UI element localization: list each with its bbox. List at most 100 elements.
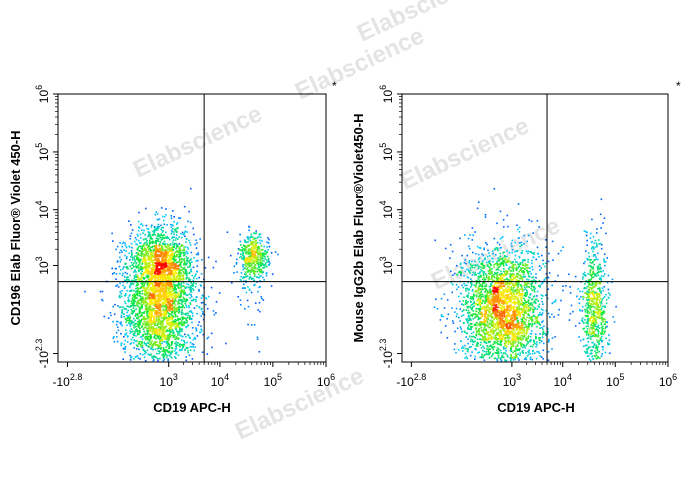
event-dot bbox=[189, 303, 192, 305]
event-dot bbox=[482, 267, 484, 269]
event-dot bbox=[178, 270, 181, 272]
event-dot bbox=[146, 337, 149, 339]
event-dot bbox=[154, 304, 156, 306]
event-dot bbox=[190, 290, 192, 293]
event-dot bbox=[153, 276, 156, 278]
event-dot bbox=[136, 344, 139, 347]
event-dot bbox=[530, 333, 533, 335]
event-dot bbox=[168, 247, 170, 250]
event-dot bbox=[198, 306, 201, 309]
event-dot bbox=[171, 323, 173, 326]
event-dot bbox=[140, 272, 142, 275]
event-dot bbox=[497, 289, 500, 291]
event-dot bbox=[178, 236, 180, 238]
event-dot bbox=[177, 309, 179, 312]
event-dot bbox=[171, 304, 173, 307]
event-dot bbox=[211, 346, 213, 349]
event-dot bbox=[490, 264, 492, 267]
event-dot bbox=[179, 284, 182, 286]
event-dot bbox=[160, 335, 162, 337]
event-dot bbox=[255, 232, 258, 234]
event-dot bbox=[158, 311, 161, 313]
event-dot bbox=[189, 297, 191, 299]
event-dot bbox=[511, 295, 514, 297]
event-dot bbox=[185, 250, 188, 253]
event-dot bbox=[123, 287, 126, 290]
event-dot bbox=[497, 355, 500, 357]
event-dot bbox=[259, 242, 262, 245]
event-dot bbox=[145, 305, 147, 308]
event-dot bbox=[116, 340, 119, 343]
event-dot bbox=[147, 316, 150, 319]
event-dot bbox=[167, 324, 169, 326]
event-dot bbox=[172, 271, 174, 274]
event-dot bbox=[149, 306, 151, 309]
event-dot bbox=[150, 268, 153, 270]
event-dot bbox=[173, 231, 175, 233]
event-dot bbox=[514, 254, 517, 257]
event-dot bbox=[166, 338, 168, 340]
event-dot bbox=[150, 251, 152, 254]
event-dot bbox=[136, 293, 138, 295]
event-dot bbox=[179, 349, 181, 352]
event-dot bbox=[145, 326, 147, 328]
event-dot bbox=[264, 253, 266, 256]
event-dot bbox=[149, 308, 151, 310]
event-dot bbox=[501, 236, 503, 239]
event-dot bbox=[226, 231, 229, 233]
event-dot bbox=[174, 325, 177, 328]
event-dot bbox=[163, 314, 166, 317]
event-dot bbox=[498, 311, 501, 314]
event-dot bbox=[194, 243, 196, 246]
event-dot bbox=[201, 311, 204, 313]
event-dot bbox=[169, 263, 171, 265]
event-dot bbox=[499, 252, 501, 255]
event-dot bbox=[502, 285, 504, 287]
event-dot bbox=[160, 347, 162, 349]
event-dot bbox=[468, 271, 470, 273]
event-dot bbox=[188, 336, 191, 339]
event-dot bbox=[159, 300, 161, 302]
event-dot bbox=[534, 298, 537, 301]
event-dot bbox=[175, 296, 177, 299]
event-dot bbox=[474, 358, 476, 360]
event-dot bbox=[153, 342, 155, 344]
event-dot bbox=[195, 239, 197, 242]
event-dot bbox=[149, 321, 151, 324]
event-dot bbox=[150, 261, 153, 263]
event-dot bbox=[170, 273, 173, 276]
event-dot bbox=[177, 238, 179, 240]
event-dot bbox=[133, 334, 135, 336]
event-dot bbox=[524, 293, 526, 296]
event-dot bbox=[161, 338, 164, 341]
event-dot bbox=[152, 293, 155, 296]
event-dot bbox=[188, 271, 191, 274]
event-dot bbox=[198, 276, 200, 279]
event-dot bbox=[149, 242, 152, 244]
event-dot bbox=[144, 308, 147, 310]
event-dot bbox=[149, 256, 152, 258]
event-dot bbox=[143, 267, 145, 270]
event-dot bbox=[153, 233, 155, 236]
event-dot bbox=[164, 312, 166, 315]
event-dot bbox=[158, 283, 161, 286]
event-dot bbox=[177, 251, 180, 254]
event-dot bbox=[138, 302, 141, 305]
event-dot bbox=[172, 272, 175, 275]
event-dot bbox=[480, 268, 482, 271]
event-dot bbox=[158, 314, 160, 317]
event-dot bbox=[123, 249, 125, 251]
event-dot bbox=[141, 248, 143, 251]
event-dot bbox=[178, 283, 180, 286]
event-dot bbox=[139, 336, 142, 338]
event-dot bbox=[125, 329, 127, 331]
event-dot bbox=[499, 210, 502, 213]
event-dot bbox=[142, 282, 144, 284]
event-dot bbox=[132, 259, 134, 261]
event-dot bbox=[120, 314, 123, 317]
event-dot bbox=[149, 309, 152, 311]
event-dot bbox=[146, 239, 148, 242]
event-dot bbox=[142, 323, 144, 326]
event-dot bbox=[462, 300, 464, 302]
event-dot bbox=[161, 215, 164, 218]
